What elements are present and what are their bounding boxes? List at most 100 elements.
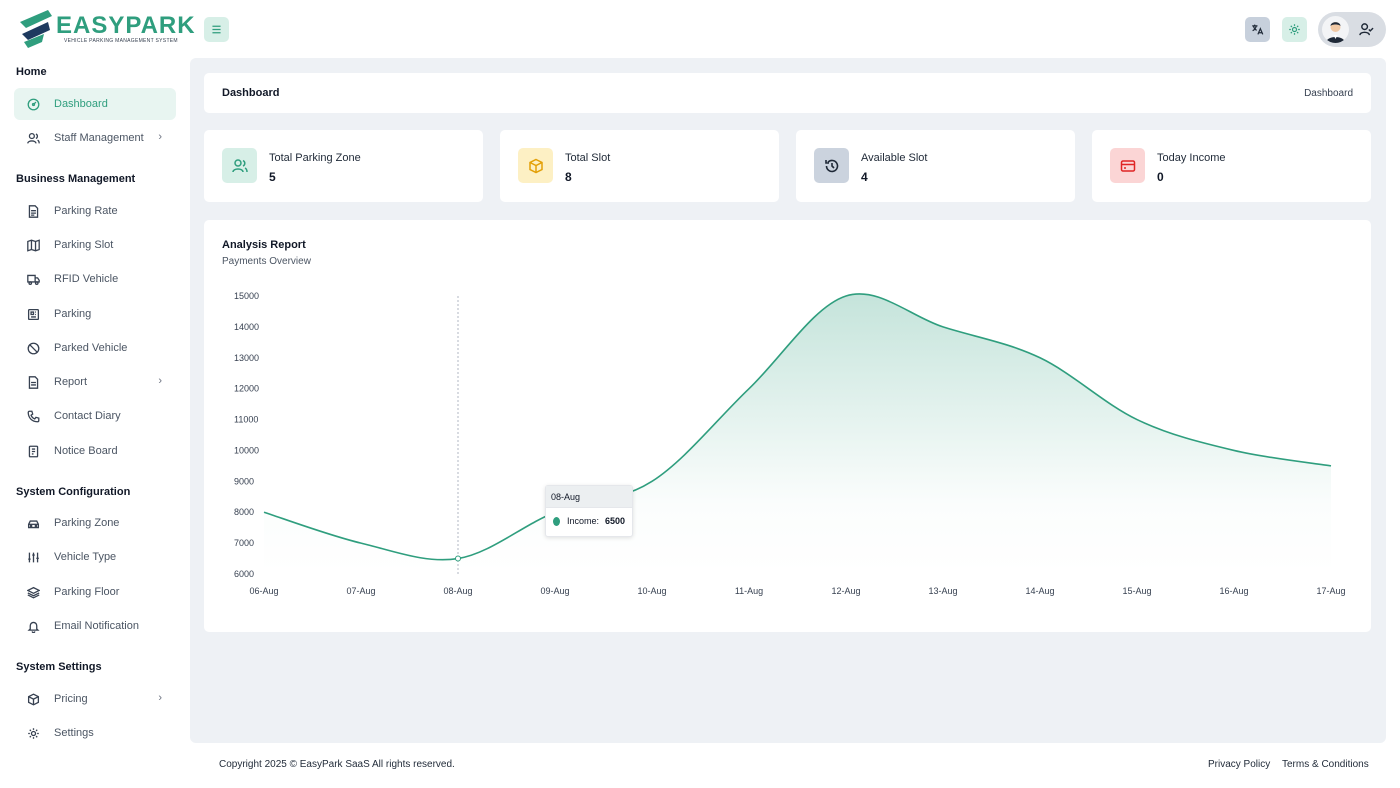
chart-tooltip: 08-Aug Income: 6500 (545, 485, 633, 537)
sidebar-item-label: Dashboard (54, 98, 108, 110)
x-tick-label: 13-Aug (928, 586, 957, 596)
privacy-policy-link[interactable]: Privacy Policy (1208, 759, 1271, 770)
layers-icon (26, 585, 40, 599)
stat-card-today-income: Today Income 0 (1092, 130, 1371, 202)
users-icon (26, 131, 40, 145)
stat-label: Total Parking Zone (269, 152, 361, 164)
breadcrumb-current[interactable]: Dashboard (1304, 88, 1353, 99)
x-tick-label: 09-Aug (540, 586, 569, 596)
sidebar-item-label: Settings (54, 727, 94, 739)
card-icon (1110, 148, 1145, 183)
tooltip-value: 6500 (604, 516, 625, 526)
main-content: Dashboard Dashboard Total Parking Zone 5… (190, 58, 1386, 743)
logo-mark-icon (20, 10, 52, 48)
sidebar-item-parking-zone[interactable]: Parking Zone (14, 507, 176, 539)
footer-copyright: Copyright 2025 © EasyPark SaaS All right… (219, 759, 455, 770)
ban-icon (26, 341, 40, 355)
box-icon (26, 692, 40, 706)
notice-icon (26, 444, 40, 458)
tooltip-date: 08-Aug (546, 486, 632, 508)
y-tick-label: 7000 (234, 538, 254, 548)
sidebar-item-label: Notice Board (54, 445, 118, 457)
phone-icon (26, 409, 40, 423)
stat-label: Today Income (1157, 152, 1226, 164)
sidebar-item-label: Parking (54, 308, 92, 320)
analysis-report-card: Analysis Report Payments Overview 15000 1… (204, 220, 1371, 632)
sidebar-item-dashboard[interactable]: Dashboard (14, 88, 176, 120)
x-tick-label: 14-Aug (1025, 586, 1054, 596)
x-tick-label: 11-Aug (735, 586, 763, 596)
settings-button[interactable] (1282, 17, 1307, 42)
avatar (1322, 16, 1349, 43)
y-tick-label: 11000 (234, 415, 258, 425)
sidebar-item-email-notification[interactable]: Email Notification (14, 610, 176, 642)
sidebar-item-parking-rate[interactable]: Parking Rate (14, 195, 176, 227)
y-tick-label: 6000 (234, 569, 254, 579)
sliders-icon (26, 550, 40, 564)
brand-tagline: VEHICLE PARKING MANAGEMENT SYSTEM (64, 38, 178, 44)
series-marker (553, 516, 560, 526)
section-business-management: Business Management (16, 173, 136, 185)
chevron-right-icon: › (158, 375, 162, 387)
sidebar-item-label: Parking Zone (54, 517, 120, 529)
income-area-fill (264, 293, 1331, 574)
chart-subtitle: Payments Overview (222, 256, 311, 267)
dashboard-icon (26, 97, 40, 111)
chevron-right-icon: › (158, 692, 162, 704)
gear-icon (1289, 24, 1300, 35)
sidebar-item-parking-floor[interactable]: Parking Floor (14, 576, 176, 608)
x-tick-label: 08-Aug (443, 586, 472, 596)
sidebar-item-parking-slot[interactable]: Parking Slot (14, 229, 176, 261)
sidebar-item-label: Parking Rate (54, 205, 118, 217)
x-tick-label: 07-Aug (346, 586, 375, 596)
hamburger-icon (212, 25, 221, 34)
stat-value: 4 (861, 170, 868, 184)
sidebar-item-label: Report (54, 376, 88, 388)
sidebar: EASYPARK VEHICLE PARKING MANAGEMENT SYST… (0, 0, 195, 788)
sidebar-item-label: Vehicle Type (54, 551, 117, 563)
income-line (263, 293, 1332, 561)
sidebar-item-label: Staff Management (54, 132, 144, 144)
document-icon (26, 204, 40, 218)
sidebar-item-label: Contact Diary (54, 410, 121, 422)
report-icon (26, 375, 40, 389)
sidebar-item-parked-vehicle[interactable]: Parked Vehicle (14, 332, 176, 364)
brand-logo[interactable]: EASYPARK VEHICLE PARKING MANAGEMENT SYST… (18, 8, 195, 52)
y-tick-label: 14000 (234, 322, 259, 332)
income-area-chart[interactable]: 15000 14000 13000 12000 11000 10000 9000 8000 70… (204, 220, 1371, 632)
brand-name: EASYPARK (56, 12, 196, 39)
sidebar-item-staff-management[interactable]: Staff Management › (14, 122, 176, 154)
stat-label: Available Slot (861, 152, 928, 164)
sidebar-item-label: Parking Floor (54, 586, 120, 598)
data-point (455, 555, 461, 562)
x-tick-label: 06-Aug (249, 586, 278, 596)
sidebar-item-contact-diary[interactable]: Contact Diary (14, 400, 176, 432)
truck-icon (26, 272, 40, 286)
y-tick-label: 13000 (234, 353, 259, 363)
sidebar-item-settings[interactable]: Settings (14, 717, 176, 749)
user-menu[interactable] (1318, 12, 1386, 47)
sidebar-item-parking[interactable]: Parking (14, 298, 176, 330)
section-system-configuration: System Configuration (16, 486, 131, 498)
stat-label: Total Slot (565, 152, 611, 164)
y-tick-label: 15000 (234, 291, 259, 301)
breadcrumb: Dashboard Dashboard (204, 73, 1371, 113)
history-icon (814, 148, 849, 183)
sidebar-item-notice-board[interactable]: Notice Board (14, 435, 176, 467)
sidebar-item-pricing[interactable]: Pricing › (14, 683, 176, 715)
x-tick-label: 17-Aug (1316, 586, 1345, 596)
terms-link[interactable]: Terms & Conditions (1282, 759, 1369, 770)
language-button[interactable] (1245, 17, 1270, 42)
users-icon (222, 148, 257, 183)
sidebar-item-report[interactable]: Report › (14, 366, 176, 398)
chart-title: Analysis Report (222, 239, 306, 251)
chevron-right-icon: › (158, 131, 162, 143)
y-tick-label: 9000 (234, 476, 254, 486)
translate-icon (1252, 24, 1264, 35)
sidebar-item-label: Parked Vehicle (54, 342, 128, 354)
menu-toggle-button[interactable] (204, 17, 229, 42)
sidebar-item-label: Parking Slot (54, 239, 114, 251)
y-tick-label: 10000 (234, 445, 259, 455)
sidebar-item-rfid-vehicle[interactable]: RFID Vehicle (14, 263, 176, 295)
sidebar-item-vehicle-type[interactable]: Vehicle Type (14, 541, 176, 573)
